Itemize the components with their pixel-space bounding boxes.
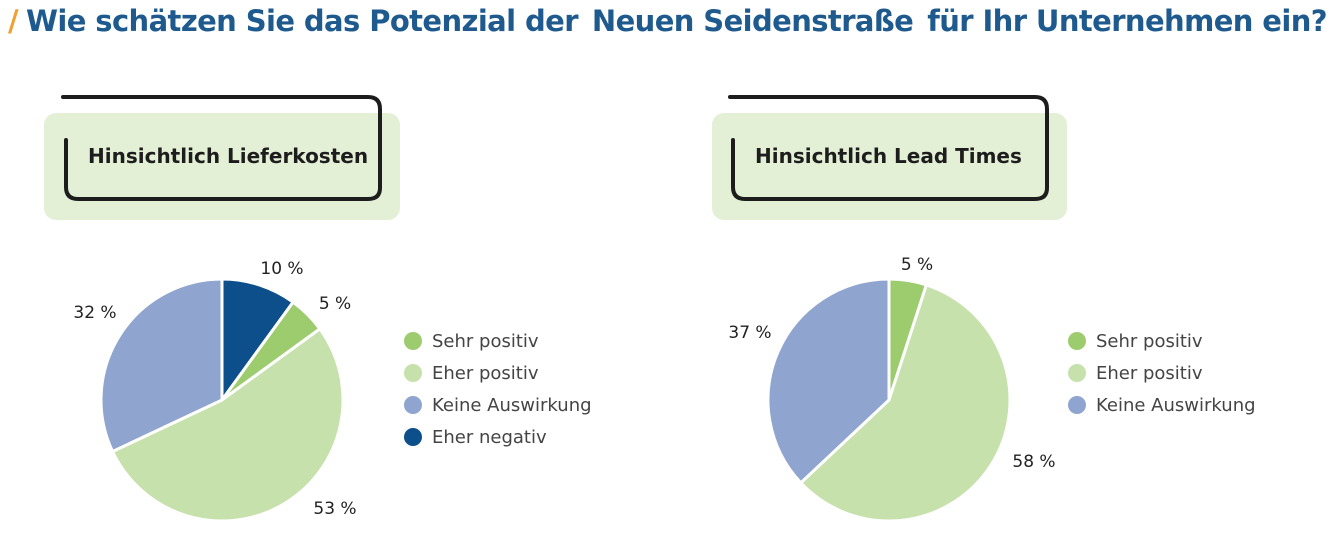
legend-swatch — [1068, 396, 1086, 414]
legend-swatch — [404, 332, 422, 350]
legend-swatch — [404, 364, 422, 382]
title-box-frame — [61, 95, 382, 201]
legend-item-eher-positiv: Eher positiv — [404, 357, 592, 389]
legend-label: Keine Auswirkung — [432, 394, 592, 416]
legend-swatch — [1068, 332, 1086, 350]
legend-label: Keine Auswirkung — [1096, 394, 1256, 416]
legend-label: Sehr positiv — [1096, 330, 1203, 352]
legend-label: Sehr positiv — [432, 330, 539, 352]
legend-lead-times: Sehr positiv Eher positiv Keine Auswirkung — [1068, 325, 1256, 421]
legend-item-keine-auswirkung: Keine Auswirkung — [404, 389, 592, 421]
title-box-background — [712, 113, 1067, 220]
data-label-sehr-positiv: 5 % — [319, 294, 351, 314]
title-part-1: Wie schätzen Sie das Potenzial der — [26, 4, 579, 38]
title-accent-slash: / — [8, 4, 19, 38]
title-box-background — [44, 113, 400, 220]
legend-item-keine-auswirkung: Keine Auswirkung — [1068, 389, 1256, 421]
title-box-frame — [728, 95, 1049, 201]
pie-slice-eher-positiv — [799, 283, 1012, 523]
data-label-eher-negativ: 10 % — [260, 259, 303, 279]
legend-item-eher-negativ: Eher negativ — [404, 421, 592, 453]
data-label-keine-auswirkung: 37 % — [728, 323, 771, 343]
legend-label: Eher positiv — [432, 362, 539, 384]
legend-item-eher-positiv: Eher positiv — [1068, 357, 1256, 389]
legend-item-sehr-positiv: Sehr positiv — [404, 325, 592, 357]
legend-label: Eher positiv — [1096, 362, 1203, 384]
title-part-3: für Ihr Unternehmen ein? — [927, 4, 1327, 38]
legend-lieferkosten: Sehr positiv Eher positiv Keine Auswirkung… — [404, 325, 592, 453]
legend-item-sehr-positiv: Sehr positiv — [1068, 325, 1256, 357]
data-label-eher-positiv: 58 % — [1012, 452, 1055, 472]
pie-slice-eher-positiv — [111, 327, 345, 523]
legend-label: Eher negativ — [432, 426, 547, 448]
title-part-2: Neuen Seidenstraße — [591, 4, 914, 38]
pie-slice-keine-auswirkung — [99, 277, 224, 454]
pie-chart-hinsichtlich-lead-times: Hinsichtlich Lead Times 5 % 58 % 37 % — [712, 95, 1067, 523]
data-label-sehr-positiv: 5 % — [901, 255, 933, 275]
legend-swatch — [404, 396, 422, 414]
data-label-keine-auswirkung: 32 % — [73, 303, 116, 323]
chart-title: Hinsichtlich Lead Times — [755, 144, 1022, 168]
legend-swatch — [404, 428, 422, 446]
pie-chart-hinsichtlich-lieferkosten: Hinsichtlich Lieferkosten 10 % 5 % 53 % 32 % — [44, 95, 400, 523]
chart-title: Hinsichtlich Lieferkosten — [88, 144, 368, 168]
pie-slice-keine-auswirkung — [766, 277, 891, 485]
page-title: / Wie schätzen Sie das Potenzial der Neuen… — [8, 4, 1328, 38]
data-label-eher-positiv: 53 % — [313, 499, 356, 519]
legend-swatch — [1068, 364, 1086, 382]
